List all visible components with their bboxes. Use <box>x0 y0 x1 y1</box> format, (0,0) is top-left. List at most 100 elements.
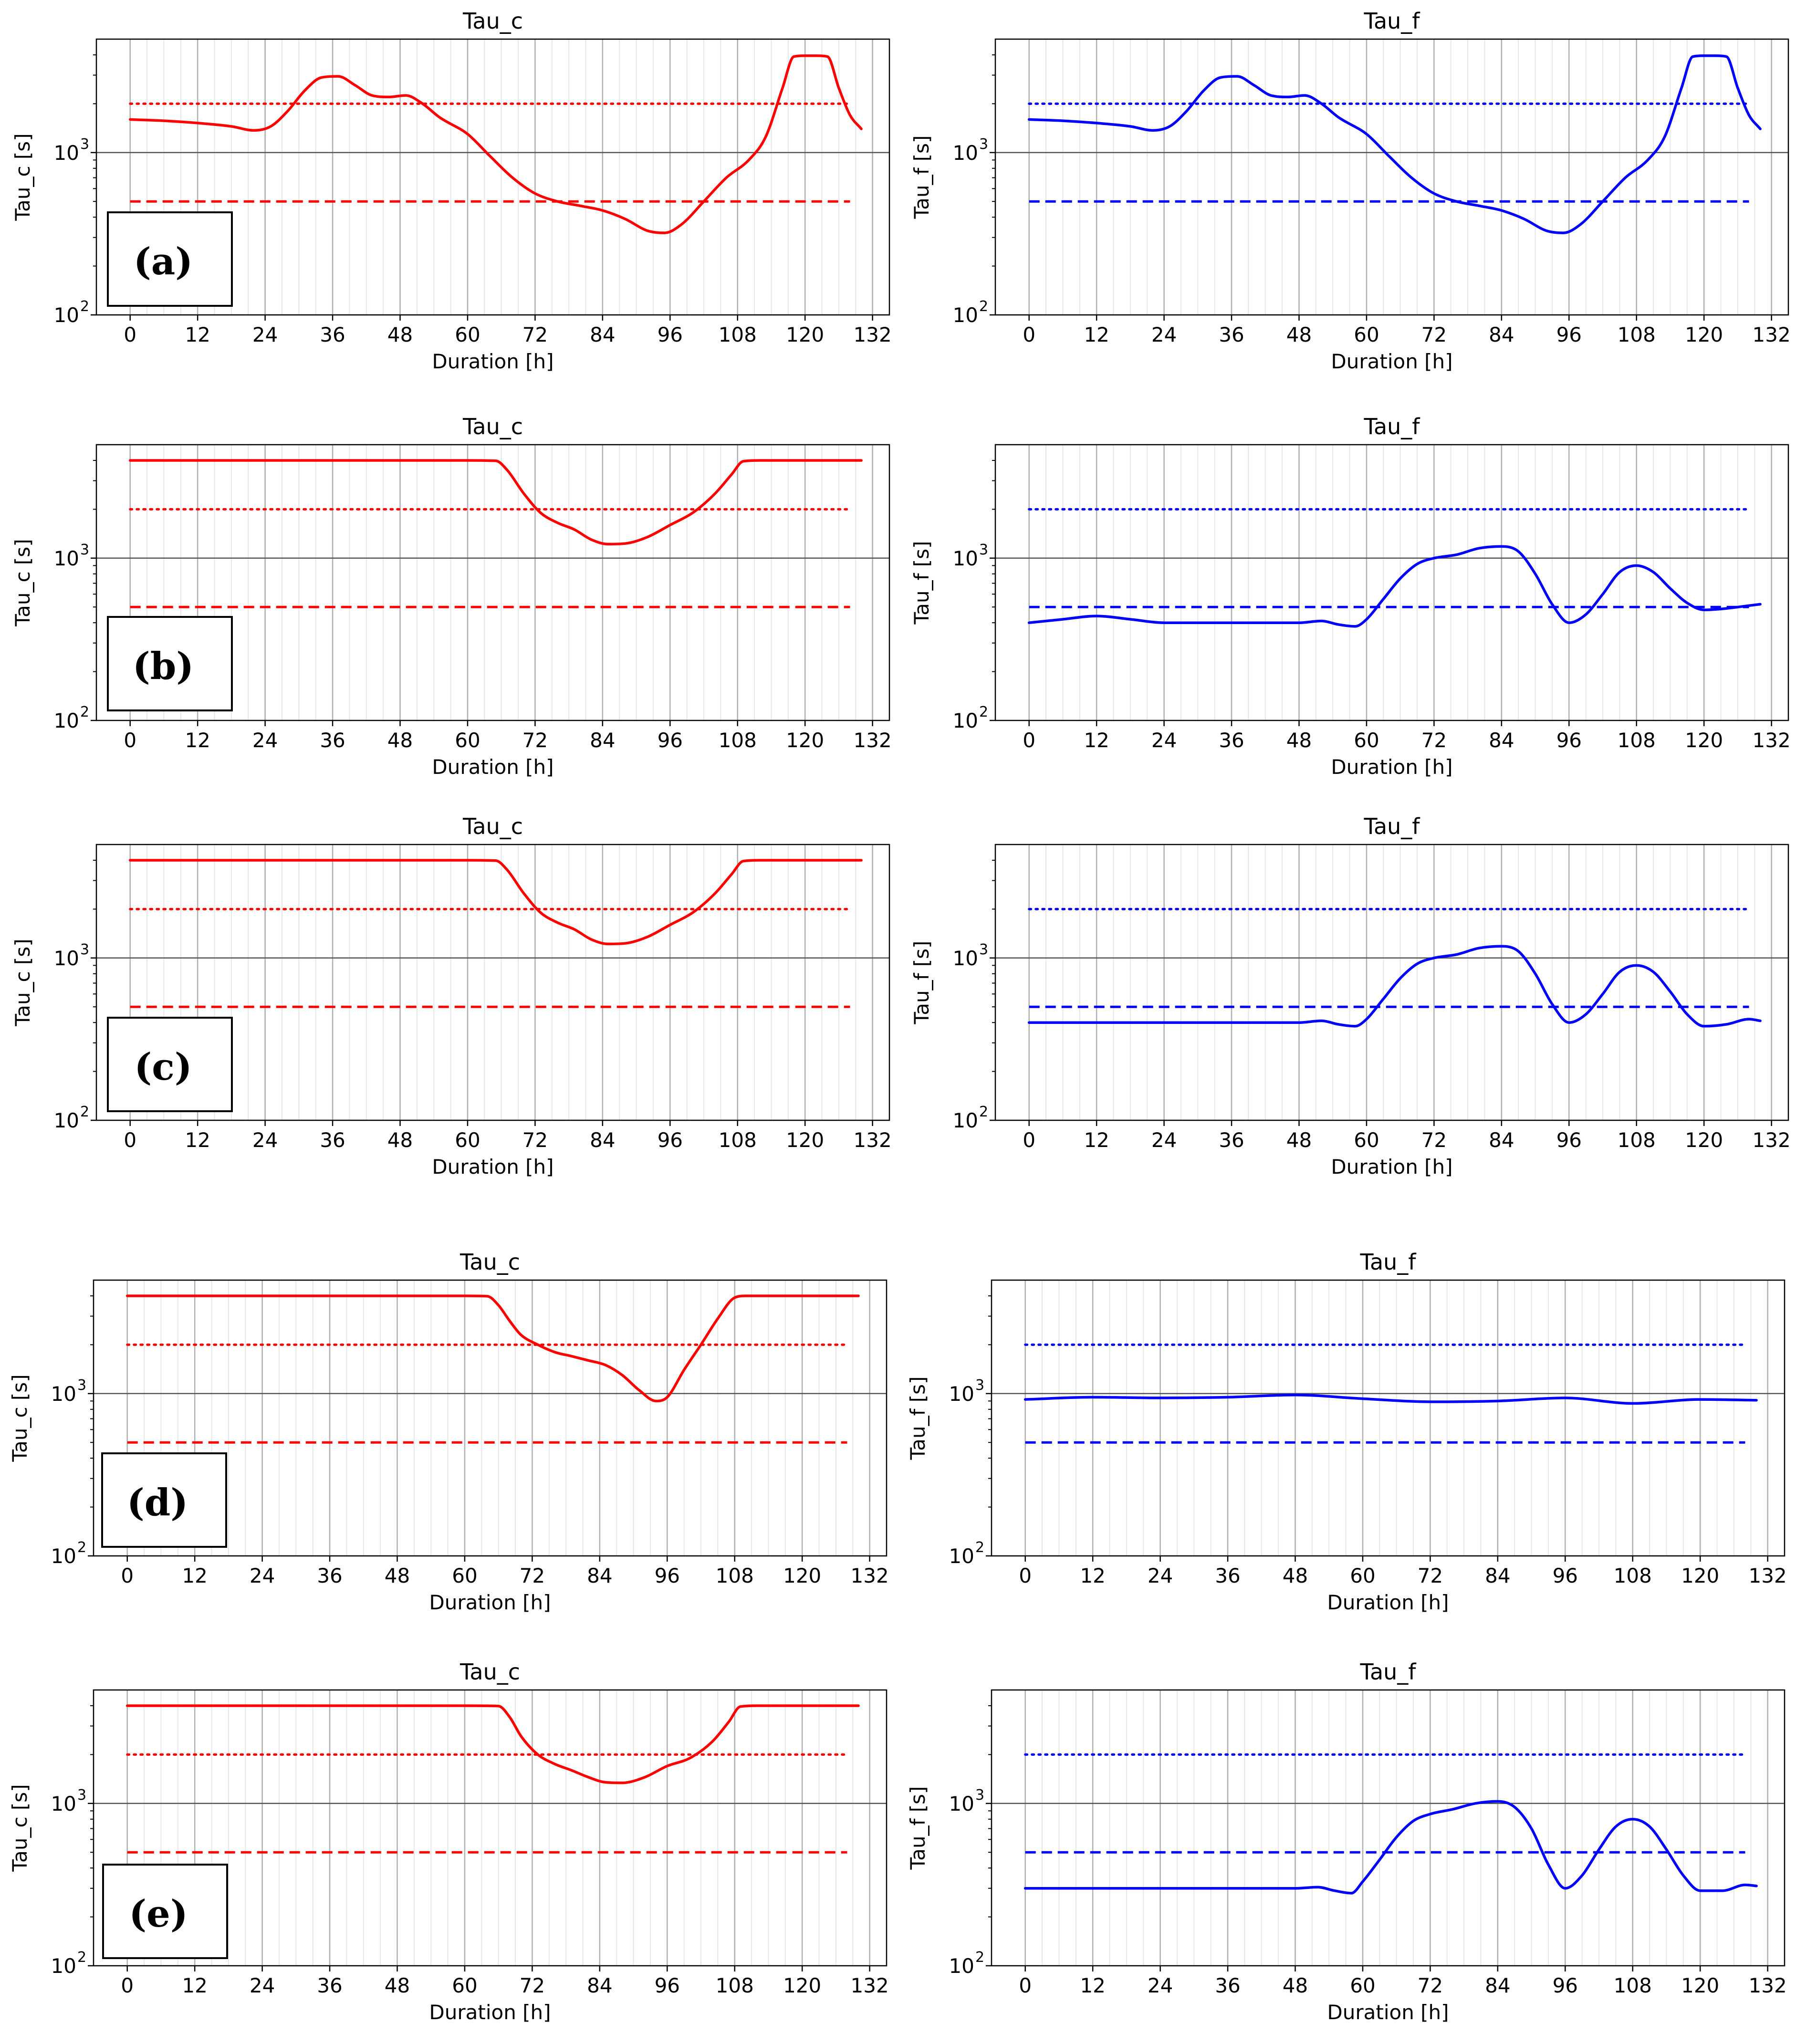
x-tick-label: 48 <box>387 1128 413 1152</box>
axes-frame <box>991 1689 1786 1967</box>
x-tick-label: 12 <box>182 1564 207 1587</box>
x-tick-label: 12 <box>182 1974 207 1997</box>
x-tick-label: 120 <box>1685 729 1723 752</box>
panel-label: (d) <box>127 1481 188 1524</box>
data-series-line <box>1027 54 1762 234</box>
x-tick-label: 36 <box>1219 1128 1244 1152</box>
x-tick-label: 108 <box>719 323 757 346</box>
x-tick-label: 72 <box>1418 1564 1443 1587</box>
y-axis-label: Tau_f [s] <box>910 136 933 219</box>
chart-title: Tau_f <box>1363 8 1420 34</box>
x-tick-label: 24 <box>1151 729 1177 752</box>
x-axis-label: Duration [h] <box>1327 1591 1449 1614</box>
x-tick-label: 48 <box>1286 729 1312 752</box>
x-tick-label: 72 <box>522 1128 548 1152</box>
x-tick-label: 72 <box>1421 729 1447 752</box>
x-tick-label: 108 <box>1614 1564 1652 1587</box>
x-tick-label: 12 <box>185 729 210 752</box>
y-tick-exponent: 3 <box>80 941 89 958</box>
y-tick-label: 10 <box>953 547 978 570</box>
x-tick-label: 0 <box>1019 1974 1032 1997</box>
axes-frame <box>994 844 1789 1121</box>
y-tick-label: 10 <box>949 1954 974 1978</box>
panel-label-box <box>107 1017 233 1112</box>
x-tick-label: 60 <box>455 323 480 346</box>
chart-title: Tau_c <box>462 8 523 34</box>
x-tick-label: 120 <box>1685 323 1723 346</box>
panel-label-box <box>107 211 233 307</box>
x-tick-label: 0 <box>1023 729 1035 752</box>
x-tick-label: 84 <box>590 729 615 752</box>
y-tick-label: 10 <box>949 1382 974 1406</box>
x-tick-label: 60 <box>1354 1128 1379 1152</box>
x-tick-label: 84 <box>1485 1974 1510 1997</box>
x-tick-label: 132 <box>854 729 892 752</box>
y-tick-exponent: 2 <box>979 704 988 720</box>
panel-label-box <box>102 1864 228 1959</box>
y-tick-exponent: 3 <box>77 1787 86 1804</box>
x-tick-label: 60 <box>1354 323 1379 346</box>
data-series-line <box>1027 945 1762 1028</box>
x-tick-label: 12 <box>1084 323 1109 346</box>
y-tick-label: 10 <box>953 303 978 327</box>
axes-frame <box>95 444 890 721</box>
x-tick-label: 60 <box>1350 1564 1375 1587</box>
y-tick-label: 10 <box>953 141 978 165</box>
x-tick-label: 12 <box>1084 1128 1109 1152</box>
y-tick-label: 10 <box>54 947 79 970</box>
x-tick-label: 12 <box>1080 1564 1105 1587</box>
x-tick-label: 96 <box>1556 729 1582 752</box>
axes-frame <box>994 444 1789 721</box>
x-tick-label: 0 <box>124 323 136 346</box>
y-axis-label: Tau_f [s] <box>906 1786 929 1870</box>
x-tick-label: 132 <box>854 1128 892 1152</box>
x-tick-label: 48 <box>387 729 413 752</box>
x-tick-label: 24 <box>252 729 278 752</box>
x-tick-label: 84 <box>1489 729 1514 752</box>
x-axis-label: Duration [h] <box>432 755 553 779</box>
x-tick-label: 108 <box>1618 1128 1656 1152</box>
y-tick-label: 10 <box>953 947 978 970</box>
y-tick-exponent: 3 <box>975 1787 984 1804</box>
x-tick-label: 108 <box>719 729 757 752</box>
y-axis-label: Tau_f [s] <box>910 541 933 625</box>
x-tick-label: 48 <box>1286 1128 1312 1152</box>
y-tick-label: 10 <box>54 1109 79 1132</box>
panel-label-box <box>107 616 233 711</box>
x-axis-label: Duration [h] <box>1331 755 1452 779</box>
y-tick-label: 10 <box>953 709 978 732</box>
axes-frame <box>994 38 1789 316</box>
y-tick-exponent: 2 <box>975 1949 984 1966</box>
data-series-line <box>128 859 863 946</box>
x-tick-label: 72 <box>522 729 548 752</box>
x-tick-label: 36 <box>1215 1974 1240 1997</box>
x-axis-label: Duration [h] <box>1331 1155 1452 1178</box>
x-tick-label: 132 <box>1753 729 1791 752</box>
x-tick-label: 60 <box>455 1128 480 1152</box>
x-tick-label: 84 <box>587 1564 612 1587</box>
x-tick-label: 108 <box>716 1564 754 1587</box>
x-tick-label: 48 <box>385 1974 410 1997</box>
y-axis-label: Tau_c [s] <box>8 1784 31 1872</box>
panel-label: (b) <box>133 645 194 688</box>
y-tick-exponent: 2 <box>80 298 89 315</box>
x-tick-label: 132 <box>1749 1564 1787 1587</box>
x-tick-label: 12 <box>1080 1974 1105 1997</box>
y-tick-label: 10 <box>949 1544 974 1568</box>
x-axis-label: Duration [h] <box>429 1591 551 1614</box>
x-tick-label: 96 <box>1553 1564 1578 1587</box>
x-tick-label: 24 <box>252 323 278 346</box>
y-tick-exponent: 2 <box>979 1104 988 1120</box>
y-tick-exponent: 3 <box>979 136 988 153</box>
y-axis-label: Tau_c [s] <box>11 539 34 626</box>
x-tick-label: 120 <box>786 1128 824 1152</box>
x-tick-label: 72 <box>1421 1128 1447 1152</box>
x-tick-label: 24 <box>1151 323 1177 346</box>
data-series-line <box>125 1704 860 1784</box>
